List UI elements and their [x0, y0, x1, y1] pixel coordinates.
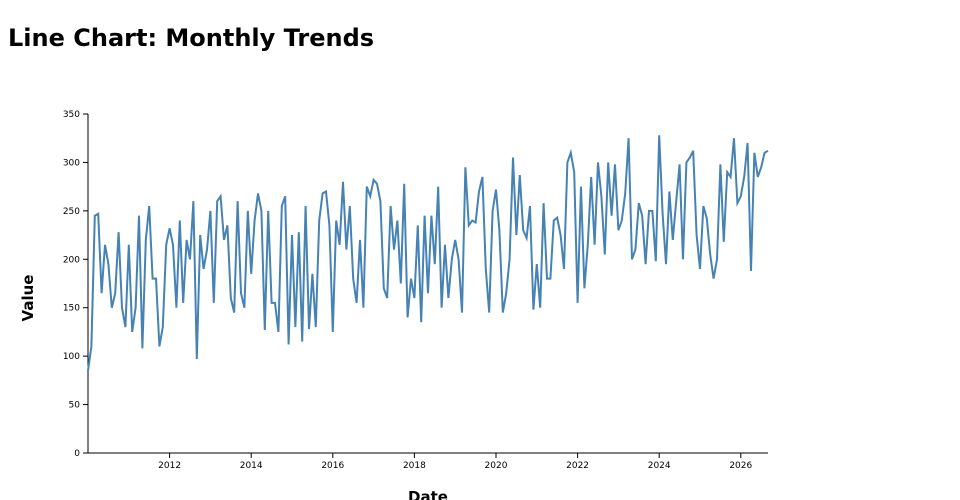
y-tick-label: 200	[63, 255, 80, 265]
data-line	[87, 135, 769, 371]
x-tick-label: 2012	[158, 461, 181, 471]
y-tick-label: 300	[63, 158, 80, 168]
x-tick-label: 2020	[485, 461, 508, 471]
y-tick-label: 100	[63, 352, 80, 362]
y-tick-label: 250	[63, 207, 80, 217]
y-tick-label: 0	[74, 449, 80, 459]
y-axis-title: Value	[19, 275, 37, 322]
y-tick-label: 150	[63, 304, 80, 314]
x-tick-label: 2022	[566, 461, 589, 471]
y-tick-label: 350	[63, 110, 80, 120]
x-tick-label: 2026	[729, 461, 752, 471]
x-tick-label: 2024	[648, 461, 671, 471]
x-tick-label: 2018	[403, 461, 426, 471]
x-tick-label: 2016	[321, 461, 344, 471]
y-tick-label: 50	[69, 401, 81, 411]
chart-title: Line Chart: Monthly Trends	[8, 24, 374, 52]
x-axis-title: Date	[408, 488, 448, 500]
x-tick-label: 2014	[240, 461, 263, 471]
